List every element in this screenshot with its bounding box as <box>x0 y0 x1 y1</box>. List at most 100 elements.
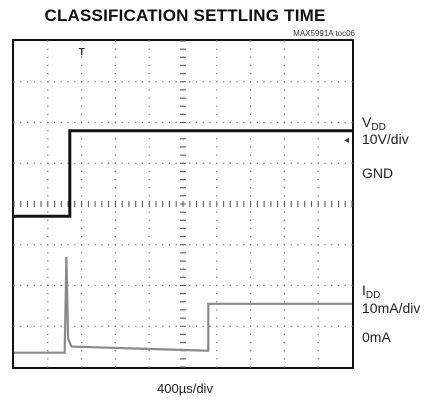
grid-dot <box>148 81 150 83</box>
grid-dot <box>317 187 319 189</box>
grid-dot <box>80 350 83 352</box>
grid-dot <box>80 72 83 75</box>
grid-dot <box>236 81 238 83</box>
grid-dot <box>283 178 286 181</box>
grid-dot <box>135 244 137 246</box>
grid-dot <box>317 219 319 221</box>
idd-channel-label: IDD <box>362 282 380 304</box>
grid-dot <box>216 244 218 246</box>
grid-dot <box>304 284 306 287</box>
grid-dot <box>80 113 83 116</box>
grid-dot <box>216 309 218 311</box>
grid-dot <box>249 64 252 67</box>
grid-dot <box>114 40 117 42</box>
grid-dot <box>351 81 353 83</box>
grid-dot <box>155 244 157 246</box>
grid-dot <box>344 121 346 124</box>
grid-dot <box>168 244 171 246</box>
grid-dot <box>324 325 326 327</box>
grid-dot <box>229 325 231 327</box>
grid-dot <box>74 162 76 164</box>
grid-dot <box>229 81 231 83</box>
grid-dot <box>148 309 150 311</box>
grid-dot <box>40 121 42 124</box>
grid-dot <box>80 105 83 107</box>
grid-dot <box>47 113 49 116</box>
grid-dot <box>114 350 117 352</box>
grid-dot <box>310 121 313 124</box>
grid-dot <box>283 211 286 213</box>
grid-dot <box>155 284 157 287</box>
grid-dot <box>202 325 204 327</box>
grid-dot <box>162 284 164 287</box>
grid-dot <box>331 162 333 164</box>
grid-dot <box>135 121 137 124</box>
grid-dot <box>114 235 117 238</box>
grid-dot <box>317 317 319 319</box>
grid-dot <box>80 366 83 368</box>
grid-dot <box>317 113 319 116</box>
grid-dot <box>283 309 286 311</box>
grid-dot <box>148 366 150 368</box>
grid-dot <box>249 154 252 156</box>
grid-dot <box>53 325 56 327</box>
idd-scale: 10mA/div <box>362 300 421 316</box>
grid-dot <box>216 113 218 116</box>
grid-dot <box>80 219 83 221</box>
grid-dot <box>80 138 83 140</box>
grid-dot <box>243 325 245 327</box>
grid-dot <box>351 121 353 124</box>
grid-dot <box>101 325 103 327</box>
grid-dot <box>107 81 110 83</box>
grid-dot <box>107 325 110 327</box>
grid-dot <box>256 244 259 246</box>
grid-dot <box>283 260 286 262</box>
grid-dot <box>114 48 117 50</box>
grid-dot <box>47 292 49 295</box>
grid-dot <box>256 284 259 287</box>
grid-dot <box>310 162 313 164</box>
grid-dot <box>80 341 83 344</box>
grid-dot <box>13 325 15 327</box>
grid-dot <box>249 301 252 303</box>
grid-dot <box>148 121 150 124</box>
x-axis-label: 400µs/div <box>157 381 213 396</box>
grid-dot <box>283 219 286 221</box>
grid-dot <box>304 325 306 327</box>
grid-dot <box>101 121 103 124</box>
grid-dot <box>148 292 150 295</box>
grid-dot <box>229 162 231 164</box>
grid-dot <box>249 170 252 173</box>
grid-dot <box>216 64 218 67</box>
grid-dot <box>121 162 123 164</box>
grid-dot <box>87 244 90 246</box>
grid-dot <box>114 268 117 270</box>
grid-dot <box>189 81 191 83</box>
grid-dot <box>148 260 150 262</box>
grid-dot <box>148 56 150 58</box>
grid-dot <box>256 81 259 83</box>
grid-dot <box>80 154 83 156</box>
grid-dot <box>283 146 286 148</box>
grid-dot <box>249 227 252 230</box>
grid-dot <box>249 366 252 368</box>
grid-dot <box>128 284 130 287</box>
grid-dot <box>283 317 286 319</box>
grid-dot <box>270 325 272 327</box>
grid-dot <box>229 284 231 287</box>
grid-dot <box>317 358 319 360</box>
grid-dot <box>148 146 150 148</box>
grid-dot <box>283 325 286 327</box>
grid-dot <box>189 284 191 287</box>
grid-dot <box>344 284 346 287</box>
grid-dot <box>249 350 252 352</box>
grid-dot <box>135 162 137 164</box>
grid-dot <box>74 121 76 124</box>
grid-dot <box>80 178 83 181</box>
grid-dot <box>141 121 144 124</box>
grid-dot <box>114 97 117 99</box>
grid-dot <box>304 81 306 83</box>
grid-dot <box>53 162 56 164</box>
grid-dot <box>20 121 22 124</box>
grid-dot <box>80 333 83 336</box>
